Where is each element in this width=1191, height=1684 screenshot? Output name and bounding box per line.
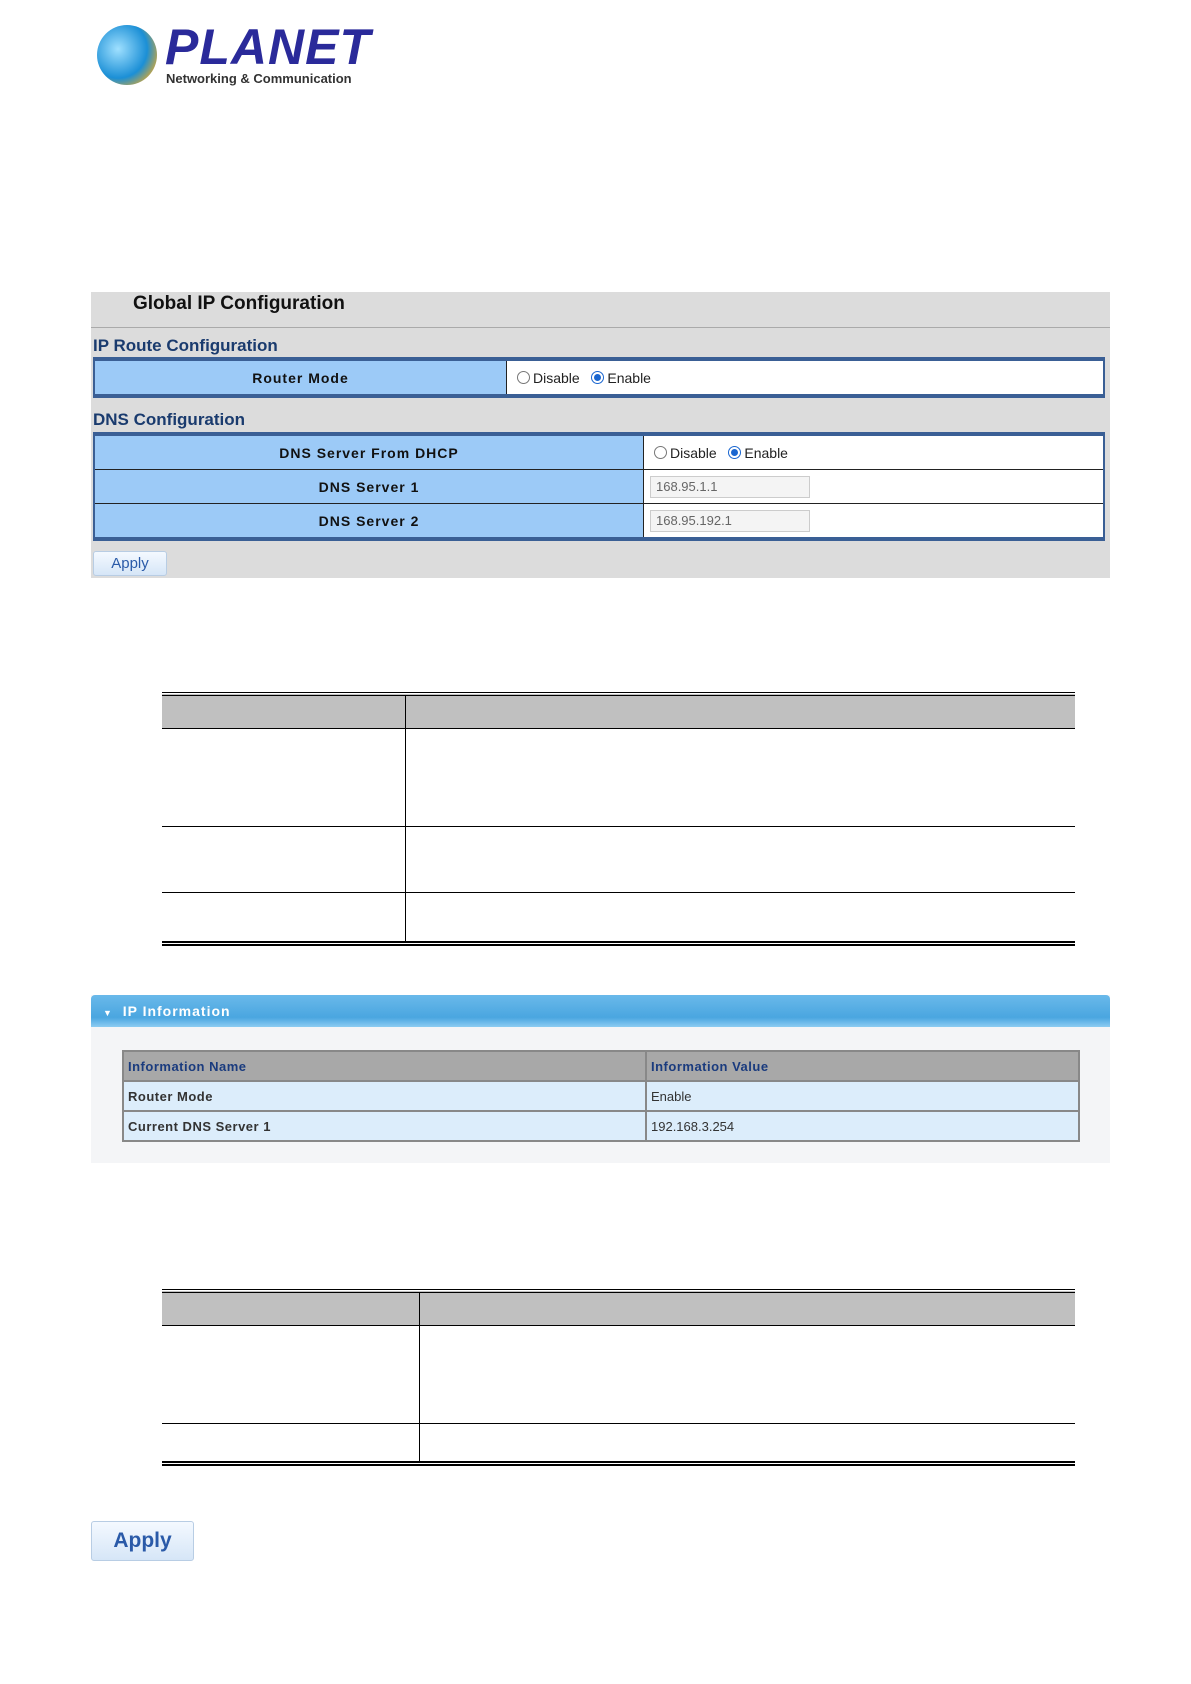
info-name: Current DNS Server 1 [122, 1110, 647, 1142]
ip-information-header[interactable]: ▼ IP Information [91, 995, 1110, 1027]
enable-label: Enable [607, 369, 651, 386]
info-value: 192.168.3.254 [645, 1110, 1080, 1142]
apply-button-large[interactable]: Apply [91, 1521, 194, 1561]
page-title: Global IP Configuration [133, 293, 345, 314]
ip-route-heading: IP Route Configuration [93, 336, 278, 355]
description-table-1 [162, 692, 1075, 946]
dns-server-2-input[interactable] [650, 509, 810, 532]
router-mode-field: Disable Enable [506, 358, 1105, 397]
ip-information-table: Information Name Information Value Router… [122, 1050, 1080, 1142]
planet-logo: PLANET [165, 19, 371, 75]
router-mode-disable-radio[interactable] [517, 370, 530, 384]
dns-table: DNS Server From DHCP Disable Enable DNS … [93, 432, 1105, 541]
dns-dhcp-disable-radio[interactable] [654, 445, 667, 459]
table-row: Router Mode Enable [122, 1080, 1080, 1112]
planet-logo-globe [97, 25, 157, 85]
collapse-triangle-icon: ▼ [103, 1008, 113, 1018]
column-header: Information Name [122, 1050, 647, 1082]
dns-from-dhcp-field: Disable Enable [643, 433, 1105, 470]
divider [91, 327, 1110, 328]
dns-server-1-input[interactable] [650, 475, 810, 498]
dns-heading: DNS Configuration [93, 410, 246, 429]
description-table-2 [162, 1289, 1075, 1466]
disable-label: Disable [670, 444, 717, 461]
ip-information-title: IP Information [122, 1003, 231, 1019]
apply-button[interactable]: Apply [93, 551, 167, 576]
logo-tagline: Networking & Communication [166, 71, 352, 86]
ip-route-table: Router Mode Disable Enable [93, 357, 1105, 398]
dns-server-1-label: DNS Server 1 [93, 469, 644, 504]
info-value: Enable [645, 1080, 1080, 1112]
router-mode-enable-radio[interactable] [591, 370, 605, 384]
dns-from-dhcp-label: DNS Server From DHCP [93, 433, 644, 470]
column-header: Information Value [645, 1050, 1080, 1082]
info-name: Router Mode [122, 1080, 647, 1112]
table-row: Current DNS Server 1 192.168.3.254 [122, 1110, 1080, 1142]
dns-dhcp-enable-radio[interactable] [728, 445, 742, 459]
router-mode-label: Router Mode [93, 358, 507, 397]
dns-server-2-label: DNS Server 2 [93, 503, 644, 540]
enable-label: Enable [744, 444, 788, 461]
disable-label: Disable [533, 369, 580, 386]
